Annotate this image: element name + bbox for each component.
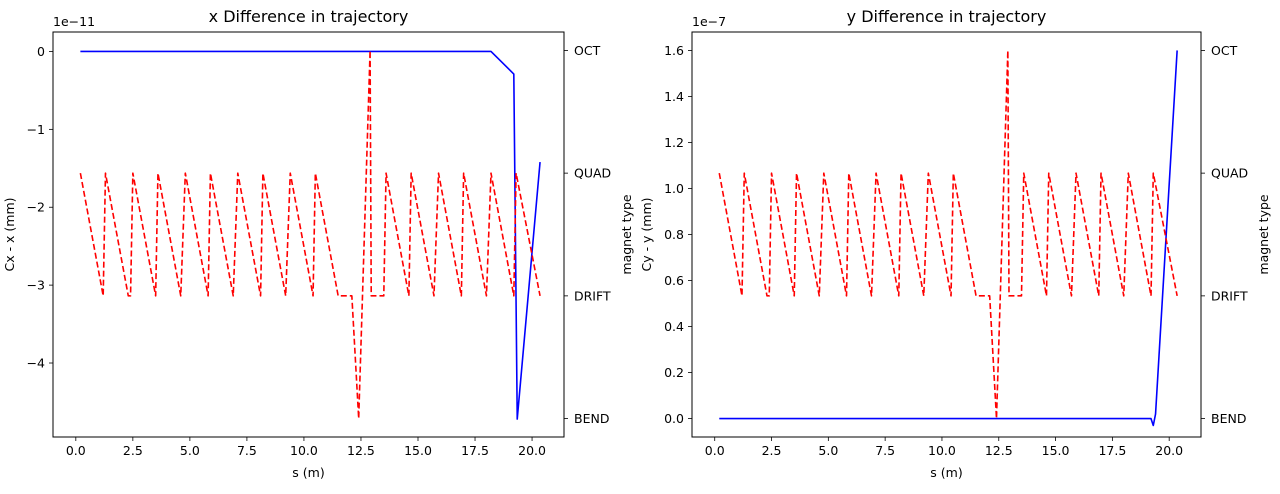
y-chart-y2-tick-label-quad: QUAD [1211,166,1248,181]
x-chart-series-trajectory-difference [80,50,541,420]
x-chart-series-magnet-type [79,49,541,420]
y-chart-series-magnet-type [718,49,1178,420]
x-chart-x-tick-label: 17.5 [461,443,489,458]
offset-text-x-chart: 1e−11 [53,14,95,29]
y-chart-y-tick-label: 1.4 [664,89,684,104]
x-axis-label-y-chart: s (m) [930,465,962,480]
x-axis-label-x-chart: s (m) [292,465,324,480]
y2-axis-label-x-chart: magnet type [619,194,634,274]
y-chart-y-tick-label: 1.0 [664,181,684,196]
x-chart-x-tick-label: 7.5 [237,443,257,458]
y-chart-series-trajectory-difference [719,50,1178,427]
x-chart-x-tick-label: 12.5 [347,443,375,458]
x-chart-x-tick-label: 20.0 [518,443,546,458]
x-chart-plot-area [52,31,565,438]
x-chart-x-tick-label: 0.0 [66,443,86,458]
offset-text-y-chart: 1e−7 [692,14,726,29]
y-chart-y-tick-label: 1.2 [664,135,684,150]
y-chart-x-tick-label: 0.0 [705,443,725,458]
y-chart-y-tick-label: 0.0 [664,411,684,426]
x-chart-x-tick-label: 2.5 [123,443,143,458]
x-chart-y-tick-label: 0 [37,44,45,59]
x-chart-y-tick-label: −4 [27,356,45,371]
y-axis-label-y-chart: Cy - y (mm) [639,197,654,271]
y-chart-y-tick-label: 1.6 [664,43,684,58]
y-chart-y-tick-label: 0.4 [664,319,684,334]
x-chart-y-tick-label: −3 [27,278,45,293]
y-chart-x-tick-label: 15.0 [1042,443,1070,458]
x-chart-y2-tick-label-bend: BEND [574,411,609,426]
y-chart-x-tick-label: 17.5 [1098,443,1126,458]
chart-title-x: x Difference in trajectory [209,7,409,26]
y-chart-y2-tick-label-bend: BEND [1211,411,1246,426]
x-chart-y-tick-label: −2 [27,200,45,215]
y-axis-label-x-chart: Cx - x (mm) [2,197,17,271]
y-chart-y-tick-label: 0.6 [664,273,684,288]
x-chart-y2-tick-label-drift: DRIFT [574,288,611,303]
y2-axis-label-y-chart: magnet type [1256,194,1271,274]
x-chart-y2-tick-label-oct: OCT [574,43,601,58]
y-chart-x-tick-label: 7.5 [875,443,895,458]
y-chart-x-tick-label: 12.5 [985,443,1013,458]
y-chart-y2-tick-label-drift: DRIFT [1211,288,1248,303]
y-chart-x-tick-label: 20.0 [1155,443,1183,458]
y-chart-y-tick-label: 0.2 [664,365,684,380]
y-chart-x-tick-label: 5.0 [818,443,838,458]
x-chart-x-tick-label: 5.0 [180,443,200,458]
y-chart-x-tick-label: 10.0 [928,443,956,458]
chart-title-y: y Difference in trajectory [847,7,1047,26]
x-chart-y2-tick-label-quad: QUAD [574,166,611,181]
y-chart-y-tick-label: 0.8 [664,227,684,242]
y-chart-x-tick-label: 2.5 [762,443,782,458]
x-chart-x-tick-label: 15.0 [404,443,432,458]
y-chart-y2-tick-label-oct: OCT [1211,43,1238,58]
x-chart-x-tick-label: 10.0 [290,443,318,458]
x-chart-y-tick-label: −1 [27,122,45,137]
